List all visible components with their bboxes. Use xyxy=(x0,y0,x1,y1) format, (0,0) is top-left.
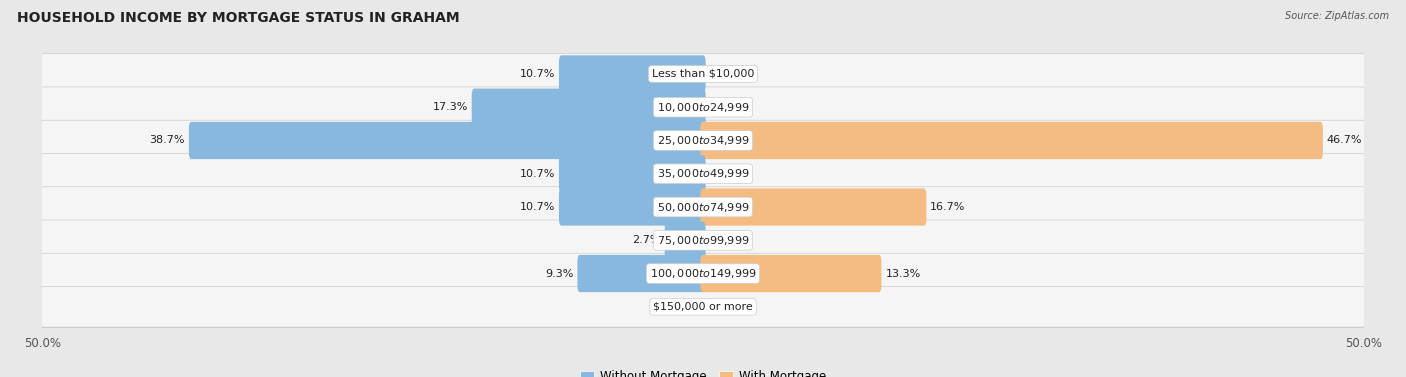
Text: $35,000 to $49,999: $35,000 to $49,999 xyxy=(657,167,749,180)
Text: 10.7%: 10.7% xyxy=(520,169,555,179)
FancyBboxPatch shape xyxy=(471,89,706,126)
Text: 10.7%: 10.7% xyxy=(520,69,555,79)
FancyBboxPatch shape xyxy=(41,253,1365,294)
Text: 0.0%: 0.0% xyxy=(711,302,740,312)
FancyBboxPatch shape xyxy=(560,188,706,226)
Text: $75,000 to $99,999: $75,000 to $99,999 xyxy=(657,234,749,247)
FancyBboxPatch shape xyxy=(560,55,706,93)
Text: Source: ZipAtlas.com: Source: ZipAtlas.com xyxy=(1285,11,1389,21)
Text: $100,000 to $149,999: $100,000 to $149,999 xyxy=(650,267,756,280)
FancyBboxPatch shape xyxy=(41,187,1365,227)
Text: 13.3%: 13.3% xyxy=(886,268,921,279)
FancyBboxPatch shape xyxy=(700,188,927,226)
Text: $25,000 to $34,999: $25,000 to $34,999 xyxy=(657,134,749,147)
Text: 10.7%: 10.7% xyxy=(520,202,555,212)
Text: Less than $10,000: Less than $10,000 xyxy=(652,69,754,79)
FancyBboxPatch shape xyxy=(41,287,1365,327)
FancyBboxPatch shape xyxy=(188,122,706,159)
Text: $50,000 to $74,999: $50,000 to $74,999 xyxy=(657,201,749,213)
Legend: Without Mortgage, With Mortgage: Without Mortgage, With Mortgage xyxy=(575,366,831,377)
FancyBboxPatch shape xyxy=(41,87,1365,127)
FancyBboxPatch shape xyxy=(41,153,1365,194)
Text: 0.0%: 0.0% xyxy=(666,302,695,312)
Text: 9.3%: 9.3% xyxy=(546,268,574,279)
Text: 2.7%: 2.7% xyxy=(633,235,661,245)
FancyBboxPatch shape xyxy=(41,120,1365,161)
Text: $10,000 to $24,999: $10,000 to $24,999 xyxy=(657,101,749,114)
FancyBboxPatch shape xyxy=(560,155,706,192)
Text: 17.3%: 17.3% xyxy=(433,102,468,112)
FancyBboxPatch shape xyxy=(41,220,1365,261)
FancyBboxPatch shape xyxy=(700,255,882,292)
Text: HOUSEHOLD INCOME BY MORTGAGE STATUS IN GRAHAM: HOUSEHOLD INCOME BY MORTGAGE STATUS IN G… xyxy=(17,11,460,25)
FancyBboxPatch shape xyxy=(700,122,1323,159)
Text: 0.0%: 0.0% xyxy=(711,69,740,79)
Text: $150,000 or more: $150,000 or more xyxy=(654,302,752,312)
Text: 46.7%: 46.7% xyxy=(1327,135,1362,146)
Text: 0.0%: 0.0% xyxy=(711,102,740,112)
FancyBboxPatch shape xyxy=(41,54,1365,94)
Text: 0.0%: 0.0% xyxy=(711,235,740,245)
FancyBboxPatch shape xyxy=(578,255,706,292)
Text: 0.0%: 0.0% xyxy=(711,169,740,179)
FancyBboxPatch shape xyxy=(665,222,706,259)
Text: 38.7%: 38.7% xyxy=(149,135,186,146)
Text: 16.7%: 16.7% xyxy=(931,202,966,212)
